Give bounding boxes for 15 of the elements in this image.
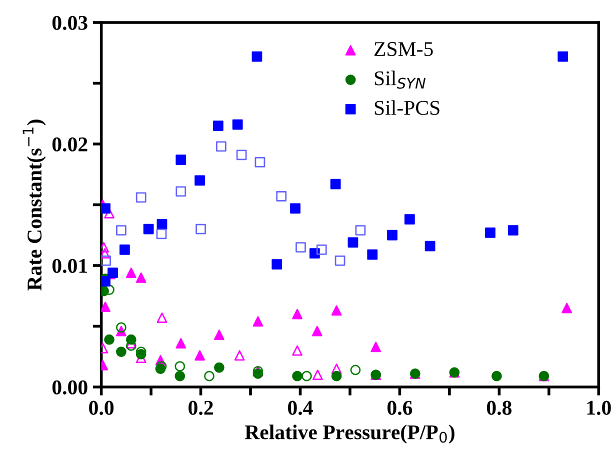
y-tick-label: 0.03: [52, 16, 88, 30]
y-tick-label: 0.02: [52, 137, 88, 152]
legend-label: ZSM-5: [374, 42, 433, 56]
legend-label: Sil-PCS: [374, 100, 440, 115]
x-tick-label: 0.2: [188, 400, 213, 415]
x-tick-label: 0.6: [387, 400, 412, 415]
x-tick-label: 0.0: [89, 400, 114, 415]
y-tick-label: 0.00: [52, 380, 88, 395]
x-tick-label: 0.4: [288, 400, 313, 415]
x-tick-label: 0.8: [486, 400, 512, 415]
x-axis-title: Relative Pressure(P/P$_{0}$): [244, 424, 454, 444]
y-axis-title: Rate Constant(s$^{−1}$): [22, 120, 46, 291]
x-tick-label: 1.0: [587, 400, 611, 415]
y-tick-label: 0.01: [52, 258, 88, 274]
legend-label: Sil$_{SYN}$: [374, 70, 426, 89]
